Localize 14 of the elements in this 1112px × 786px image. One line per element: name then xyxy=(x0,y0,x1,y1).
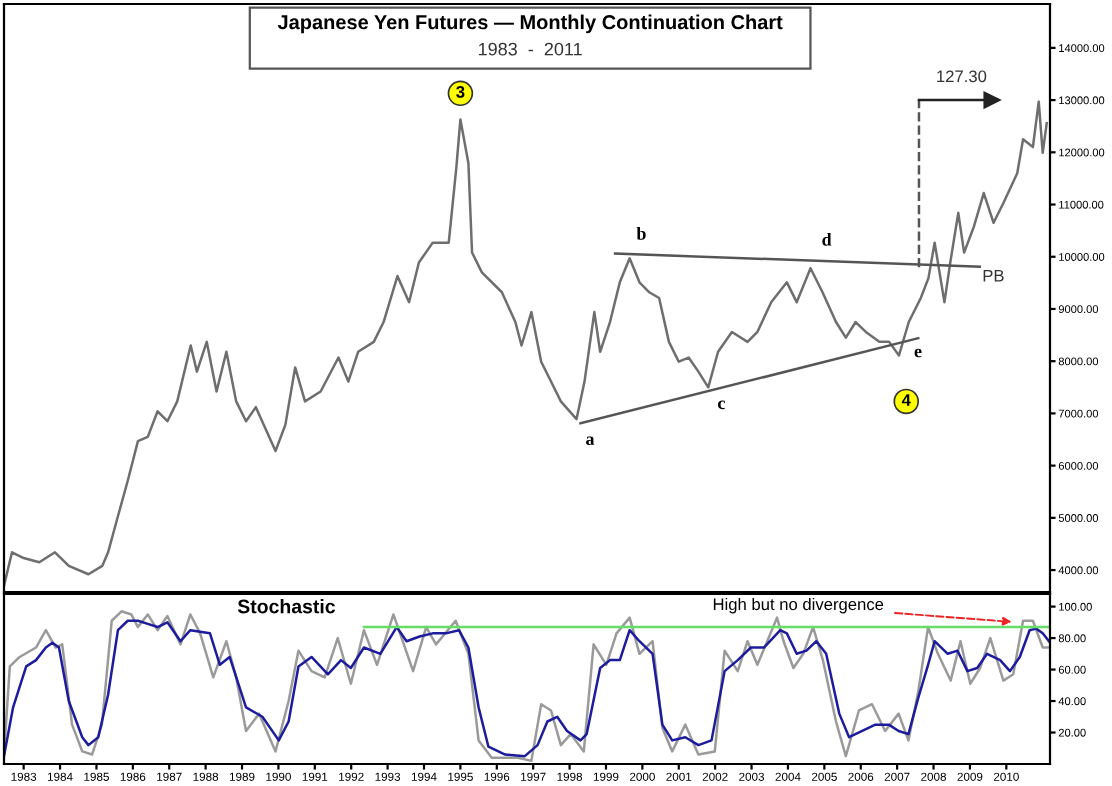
annotation: d xyxy=(822,233,832,246)
annotation: High but no divergence xyxy=(713,597,884,614)
line-series xyxy=(4,100,1048,587)
annotation: 3 xyxy=(456,85,465,98)
annotation: a xyxy=(586,436,595,446)
annotation: 127.30 xyxy=(937,70,987,83)
annotation: c xyxy=(718,400,725,410)
annotation: 4 xyxy=(901,394,911,406)
chart-title: Stochastic xyxy=(237,599,336,614)
text: 1983 - 2011 xyxy=(478,42,582,56)
chart-title: Japanese Yen Futures — Monthly Continuation Chart xyxy=(277,14,783,34)
annotation: e xyxy=(914,348,922,358)
annotation: PB xyxy=(983,269,1004,282)
annotation: b xyxy=(636,227,646,240)
